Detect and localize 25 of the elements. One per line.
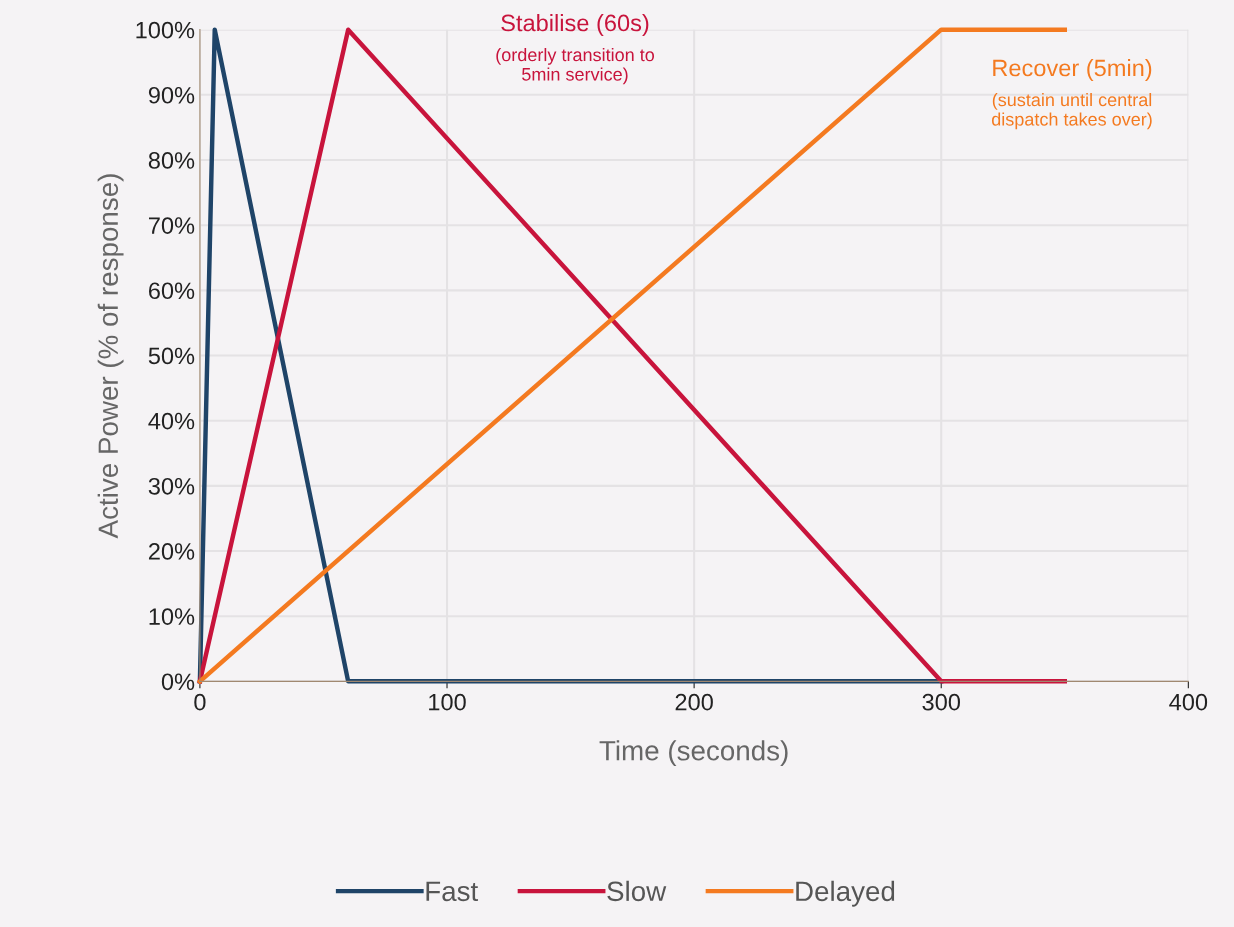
annotation: (orderly transition to 5min service) bbox=[496, 48, 655, 85]
legend-label: Slow bbox=[607, 880, 667, 902]
annotation: Recover (5min) bbox=[993, 59, 1152, 81]
y-axis-title: Active Power (% of response) bbox=[97, 174, 124, 539]
y-tick-label: 100% bbox=[136, 21, 195, 39]
x-tick-label: 200 bbox=[675, 693, 713, 711]
y-tick-label: 30% bbox=[148, 477, 195, 495]
y-tick-label: 40% bbox=[148, 412, 195, 430]
annotation: (sustain until central dispatch takes over) bbox=[991, 93, 1152, 130]
y-tick-label: 50% bbox=[148, 347, 195, 365]
y-tick-label: 20% bbox=[148, 543, 195, 560]
x-tick-label: 400 bbox=[1169, 693, 1208, 711]
x-tick-label: 100 bbox=[429, 693, 466, 711]
y-tick-label: 60% bbox=[148, 282, 195, 300]
y-tick-label: 0% bbox=[161, 673, 195, 691]
x-tick-label: 0 bbox=[194, 693, 206, 711]
y-tick-label: 80% bbox=[148, 152, 195, 169]
annotation: Stabilise (60s) bbox=[501, 14, 649, 36]
y-tick-label: 90% bbox=[148, 86, 195, 104]
x-tick-label: 300 bbox=[922, 693, 961, 711]
legend-label: Delayed bbox=[796, 880, 895, 907]
y-tick-label: 70% bbox=[149, 217, 195, 234]
legend-label: Fast bbox=[426, 881, 479, 902]
x-axis-title: Time (seconds) bbox=[599, 740, 788, 767]
y-tick-label: 10% bbox=[149, 608, 195, 625]
